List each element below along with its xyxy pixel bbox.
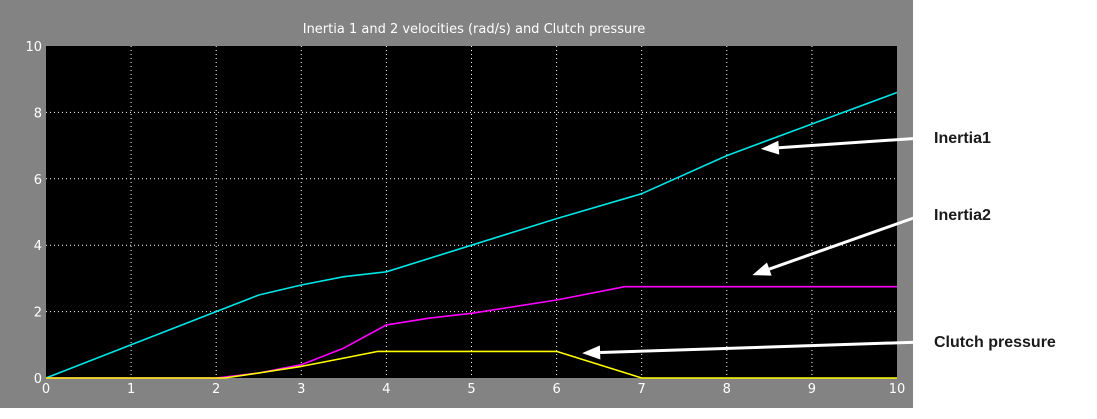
annotation-arrowhead — [752, 262, 772, 276]
x-tick-label: 7 — [638, 382, 646, 397]
series-line-inertia1 — [46, 91, 897, 379]
x-tick-label: 0 — [42, 382, 50, 397]
annotation-label: Clutch pressure — [934, 334, 1056, 351]
chart-title: Inertia 1 and 2 velocities (rad/s) and C… — [303, 22, 646, 37]
y-axis-ticks: 0 2 4 6 8 10 — [25, 40, 42, 387]
x-tick-label: 10 — [889, 382, 906, 397]
x-tick-label: 9 — [808, 382, 816, 397]
annotations: Inertia1 Inertia2 Clutch pressure — [582, 130, 1056, 360]
grid — [46, 46, 897, 378]
annotation-arrowhead — [760, 140, 780, 155]
x-tick-label: 8 — [723, 382, 731, 397]
series-layer — [46, 91, 897, 379]
y-tick-label: 8 — [34, 106, 42, 121]
y-tick-label: 4 — [34, 239, 42, 254]
x-tick-label: 2 — [212, 382, 220, 397]
x-tick-label: 3 — [297, 382, 305, 397]
y-tick-label: 0 — [34, 372, 42, 387]
annotation-label: Inertia1 — [934, 130, 991, 147]
y-tick-label: 6 — [34, 173, 42, 188]
x-axis-ticks: 0 1 2 3 4 5 6 7 8 9 10 — [42, 382, 905, 397]
x-tick-label: 4 — [382, 382, 390, 397]
annotation-arrowhead — [582, 345, 601, 360]
series-line-clutch — [46, 350, 897, 379]
scope-window: Inertia 1 and 2 velocities (rad/s) and C… — [0, 0, 1056, 408]
annotation-arrow — [600, 340, 923, 355]
x-tick-label: 5 — [467, 382, 475, 397]
y-tick-label: 2 — [34, 306, 42, 321]
y-tick-label: 10 — [25, 40, 42, 55]
x-tick-label: 6 — [552, 382, 560, 397]
annotation-arrow — [768, 213, 923, 271]
annotation-arrow — [778, 136, 923, 150]
x-tick-label: 1 — [127, 382, 135, 397]
annotation-label: Inertia2 — [934, 207, 991, 224]
